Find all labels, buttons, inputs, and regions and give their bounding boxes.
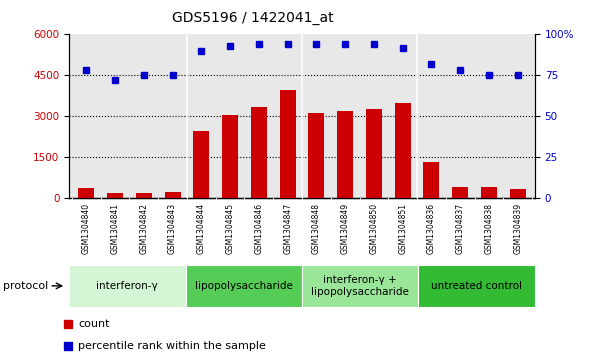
Bar [452,188,468,198]
Bar [395,102,410,198]
Text: GSM1304841: GSM1304841 [111,203,120,254]
Text: GSM1304843: GSM1304843 [168,203,177,254]
Text: GSM1304837: GSM1304837 [456,203,465,254]
Text: GSM1304846: GSM1304846 [254,203,263,254]
Bar [107,193,123,198]
Bar [165,192,180,198]
Bar [366,109,382,198]
Text: GSM1304839: GSM1304839 [513,203,522,254]
Text: GSM1304844: GSM1304844 [197,203,206,254]
Bar [418,265,535,307]
Bar [251,107,267,198]
Bar [79,188,94,198]
Bar [222,115,238,198]
Text: GSM1304850: GSM1304850 [370,203,379,254]
Text: count: count [78,319,109,329]
Text: GSM1304847: GSM1304847 [283,203,292,254]
Text: GSM1304845: GSM1304845 [225,203,234,254]
Text: GSM1304851: GSM1304851 [398,203,407,254]
Bar [279,90,296,198]
Bar [136,193,152,198]
Text: GDS5196 / 1422041_at: GDS5196 / 1422041_at [172,11,333,25]
Text: GSM1304842: GSM1304842 [139,203,148,254]
Bar [186,265,302,307]
Text: lipopolysaccharide: lipopolysaccharide [195,281,293,291]
Text: GSM1304848: GSM1304848 [312,203,321,254]
Text: percentile rank within the sample: percentile rank within the sample [78,341,266,351]
Text: GSM1304840: GSM1304840 [82,203,91,254]
Bar [194,131,209,198]
Text: GSM1304836: GSM1304836 [427,203,436,254]
Bar [337,111,353,198]
Text: interferon-γ +
lipopolysaccharide: interferon-γ + lipopolysaccharide [311,275,409,297]
Bar [481,188,497,198]
Bar [510,189,525,198]
Bar [69,265,186,307]
Text: protocol: protocol [3,281,48,291]
Bar [424,162,439,198]
Text: untreated control: untreated control [431,281,522,291]
Text: GSM1304838: GSM1304838 [484,203,493,254]
Text: interferon-γ: interferon-γ [97,281,158,291]
Bar [302,265,418,307]
Bar [308,113,325,198]
Text: GSM1304849: GSM1304849 [341,203,350,254]
